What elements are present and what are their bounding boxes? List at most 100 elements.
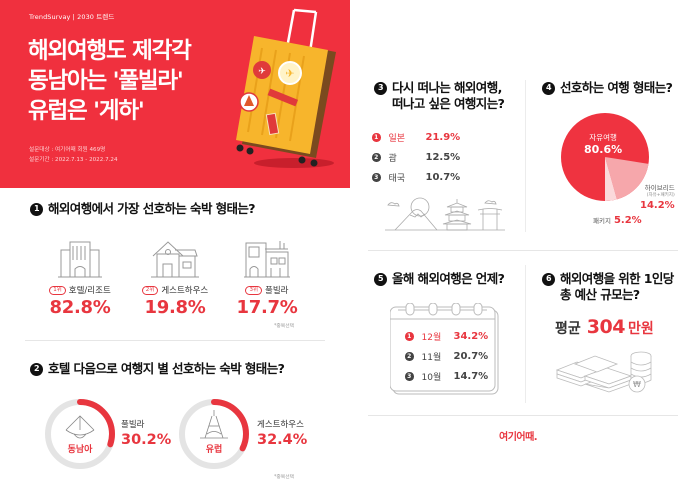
donut-chart-europe: 유럽 [178, 398, 250, 470]
region-label: 유럽 [205, 445, 223, 455]
multiple-choice-note: *중복선택 [274, 475, 295, 480]
slice-label: 하이브리드 [644, 184, 675, 192]
travel-type-pie-chart [561, 113, 649, 202]
budget-amount: 304 [586, 316, 626, 338]
calendar-icon [390, 303, 499, 395]
section-number-badge: 1 [30, 202, 43, 216]
survey-meta: 설문대상 : 여기어때 회원 469명 설문기간 : 2022.7.13 - 2… [29, 145, 118, 165]
accommodation-item: 3위 풀빌라 17.7% [222, 238, 312, 318]
section2-question: 호텔 다음으로 여행지 별 선호하는 숙박 형태는? [48, 361, 285, 376]
donut-ring [179, 399, 249, 469]
section4-title: 4 선호하는 여행 형태는? [542, 80, 673, 96]
accommodation-pct: 82.8% [49, 297, 111, 318]
section5-question: 올해 해외여행은 언제? [392, 271, 505, 286]
slice-pct: 5.2% [613, 215, 642, 226]
slice-pct: 80.6% [584, 143, 623, 156]
section5-title: 5 올해 해외여행은 언제? [374, 271, 505, 287]
destination-pct: 21.9% [425, 132, 461, 143]
region-stat: 풀빌라 30.2% [121, 418, 171, 448]
destination-row: 3 태국 10.7% [372, 171, 460, 184]
headline-line-3: 유럽은 '게하' [28, 98, 145, 124]
month-row: 1 12월 34.2% [405, 330, 488, 343]
svg-text:✈: ✈ [285, 67, 294, 80]
section2-title: 2 호텔 다음으로 여행지 별 선호하는 숙박 형태는? [30, 361, 285, 377]
pie-slice-package [605, 157, 617, 202]
accommodation-pct: 19.8% [144, 297, 206, 318]
accommodation-pct: 17.7% [236, 297, 298, 318]
rank-pill: 3위 [245, 285, 263, 295]
month-row: 3 10월 14.7% [405, 370, 488, 383]
rank-line: 1위 호텔/리조트 [35, 284, 125, 296]
section1-title: 1 해외여행에서 가장 선호하는 숙박 형태는? [30, 201, 256, 217]
accommodation-pct: 30.2% [121, 432, 172, 448]
vertical-divider [525, 265, 526, 403]
headline-line-2: 동남아는 '풀빌라' [28, 68, 184, 94]
accommodation-pct: 32.4% [257, 432, 308, 448]
destination-name: 일본 [388, 134, 406, 144]
donut-chart-southeast-asia: 동남아 [44, 398, 116, 470]
accommodation-label: 게스트하우스 [257, 420, 304, 430]
section3-question-line-2: 떠나고 싶은 여행지는? [392, 96, 505, 111]
slice-pct: 14.2% [640, 200, 675, 211]
multiple-choice-note: *중복선택 [274, 324, 295, 329]
suitcase-icon: ✈ ✈ [236, 8, 336, 168]
month-name: 11월 [421, 353, 442, 363]
donut-ring [45, 399, 115, 469]
accommodation-label: 풀빌라 [121, 420, 145, 430]
budget-unit: 만원 [627, 321, 654, 337]
rank-badge: 3 [405, 372, 414, 381]
month-row: 2 11월 20.7% [405, 350, 488, 363]
slice-sublabel: (자유+패키지) [646, 193, 675, 198]
guesthouse-icon [151, 241, 199, 278]
pie-slice-hybrid [605, 157, 649, 200]
section-number-badge: 4 [542, 81, 555, 95]
pie-label-package: 패키지 5.2% [593, 215, 642, 226]
eiffel-tower-icon [200, 410, 228, 439]
month-pct: 20.7% [453, 351, 489, 362]
section-number-badge: 2 [30, 362, 43, 376]
accommodation-label: 풀빌라 [265, 286, 289, 296]
hotel-building-icon [58, 241, 102, 278]
section6-question-line-1: 해외여행을 위한 1인당 [560, 271, 674, 286]
slice-label: 자유여행 [589, 133, 617, 142]
rank-line: 3위 풀빌라 [222, 284, 312, 296]
section6-question: 해외여행을 위한 1인당 총 예산 규모는? [560, 271, 674, 303]
rank-pill: 1위 [49, 285, 66, 295]
destination-name: 태국 [388, 174, 406, 184]
pie-label-free-travel: 자유여행 80.6% [584, 132, 622, 156]
section3-question-line-1: 다시 떠나는 해외여행, [392, 80, 502, 95]
month-name: 12월 [421, 333, 442, 343]
japan-landmarks-icon [385, 197, 505, 231]
won-icon: ₩ [633, 380, 641, 389]
accommodation-label: 게스트하우스 [161, 286, 209, 296]
hero-banner: TrendSurvay | 2030 트렌드 해외여행도 제각각 동남아는 '풀… [0, 0, 350, 188]
rank-badge: 2 [405, 352, 414, 361]
accommodation-item: 2위 게스트하우스 19.8% [130, 238, 220, 318]
section3-question: 다시 떠나는 해외여행, 떠나고 싶은 여행지는? [392, 80, 505, 112]
rank-badge: 1 [405, 332, 414, 341]
destination-row: 2 괌 12.5% [372, 151, 460, 164]
accommodation-label: 호텔/리조트 [68, 286, 111, 296]
section-number-badge: 3 [374, 81, 387, 95]
region-stat: 게스트하우스 32.4% [257, 418, 307, 448]
survey-period: 설문기간 : 2022.7.13 - 2022.7.24 [29, 157, 118, 163]
section-number-badge: 5 [374, 272, 387, 286]
pie-label-hybrid: 하이브리드 (자유+패키지) 14.2% [640, 182, 675, 211]
region-label: 동남아 [67, 445, 93, 455]
section1-question: 해외여행에서 가장 선호하는 숙박 형태는? [48, 201, 256, 216]
section3-title: 3 다시 떠나는 해외여행, 떠나고 싶은 여행지는? [374, 80, 505, 112]
survey-target: 설문대상 : 여기어때 회원 469명 [29, 147, 106, 153]
rank-pill: 2위 [141, 285, 159, 295]
budget-prefix: 평균 [555, 321, 581, 337]
yeogi-eottae-logo: 여기어때. [499, 432, 538, 443]
headline: 해외여행도 제각각 동남아는 '풀빌라' 유럽은 '게하' [28, 36, 192, 126]
accommodation-item: 1위 호텔/리조트 82.8% [35, 238, 125, 318]
svg-text:✈: ✈ [258, 67, 266, 77]
slice-label: 패키지 [593, 217, 611, 225]
section6-title: 6 해외여행을 위한 1인당 총 예산 규모는? [542, 271, 674, 303]
month-pct: 34.2% [453, 331, 489, 342]
divider [368, 250, 678, 251]
destination-name: 괌 [388, 154, 397, 164]
rank-line: 2위 게스트하우스 [130, 284, 220, 296]
destination-pct: 12.5% [425, 152, 461, 163]
